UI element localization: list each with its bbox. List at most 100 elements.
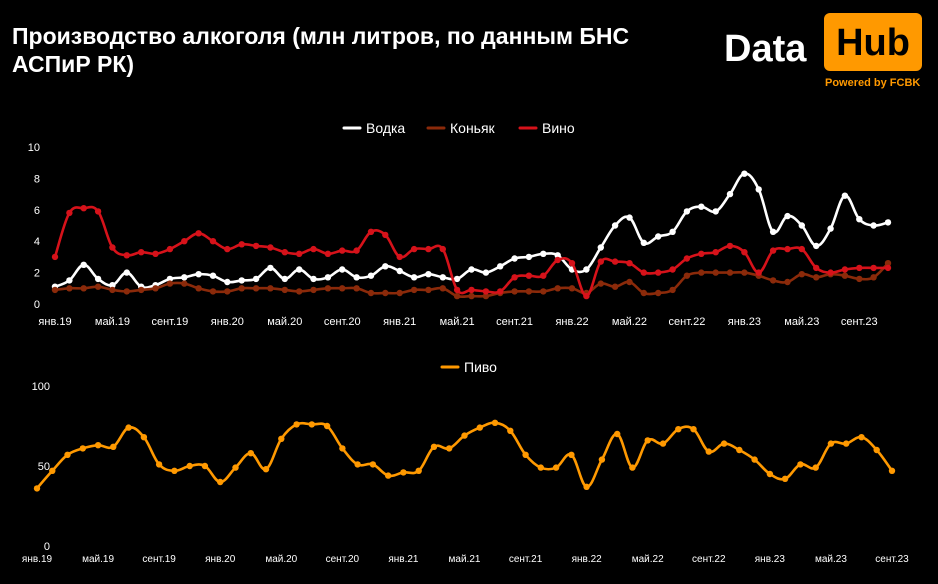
top-series-0-point	[669, 228, 676, 235]
top-series-0-point	[798, 222, 805, 229]
bottom-series-0-point	[262, 466, 270, 473]
top-series-0-point	[166, 275, 174, 283]
top-series-0-point	[655, 233, 662, 240]
top-series-2-point	[281, 249, 288, 256]
top-series-0-point	[755, 186, 762, 193]
top-series-0-point	[66, 277, 73, 284]
bottom-series-0-point	[49, 467, 56, 474]
top-series-0-point	[525, 253, 533, 261]
bottom-x-tick-label: май.22	[632, 554, 664, 565]
top-legend-label-1: Коньяк	[450, 120, 496, 136]
bottom-series-0-point	[629, 464, 636, 471]
top-series-0-point	[439, 274, 446, 281]
top-series-2-point	[296, 250, 303, 257]
bottom-series-0-point	[201, 462, 209, 470]
bottom-series-0-point	[400, 469, 407, 476]
top-series-2-point	[626, 260, 633, 267]
bottom-series-0-point	[94, 442, 102, 449]
top-series-2-point	[540, 272, 547, 279]
top-series-0-point	[296, 266, 303, 273]
bottom-series-0-point	[659, 440, 667, 447]
top-series-2-point	[339, 247, 346, 254]
top-series-0-point	[468, 266, 475, 273]
bottom-series-0-point	[293, 421, 300, 428]
bottom-series-0-point	[308, 421, 315, 428]
top-series-0-point	[252, 275, 260, 283]
top-series-1-point	[611, 283, 619, 290]
top-series-1-point	[80, 285, 87, 292]
top-series-0-point	[339, 266, 346, 273]
top-series-1-point	[698, 269, 705, 276]
top-series-1-point	[195, 285, 202, 292]
top-series-2-point	[166, 245, 174, 253]
top-series-1-point	[51, 286, 59, 294]
bottom-series-0-point	[171, 467, 178, 474]
top-series-0-point	[123, 269, 130, 276]
bottom-series-0-point	[217, 478, 224, 486]
top-series-1-point	[123, 288, 130, 295]
top-series-2-point	[525, 272, 533, 279]
top-series-0-point	[540, 250, 547, 257]
top-series-0-point	[597, 244, 604, 251]
top-series-1-point	[224, 288, 231, 295]
bottom-x-tick-label: май.20	[265, 554, 297, 565]
top-series-2-point	[396, 253, 403, 261]
top-series-0-point	[453, 275, 461, 283]
top-y-tick-label: 2	[34, 268, 40, 280]
bottom-series-0-point	[446, 445, 453, 452]
bottom-series-0-point	[675, 426, 682, 433]
bottom-x-tick-label: май.19	[82, 554, 114, 565]
logo-powered-text: Powered by FCBK	[825, 77, 921, 89]
top-series-2-point	[209, 238, 217, 245]
logo-hub-box: Hub	[824, 13, 922, 71]
top-series-2-point	[468, 286, 475, 294]
top-series-2-point	[798, 245, 805, 253]
top-series-1-point	[741, 269, 748, 276]
top-series-2-point	[784, 245, 791, 253]
top-series-0-point	[410, 274, 418, 281]
bottom-series-0-point	[369, 461, 377, 468]
bottom-series-0-point	[278, 435, 285, 442]
bottom-series-0-point	[110, 443, 117, 450]
bottom-series-0-point	[430, 443, 438, 450]
bottom-series-0-point	[888, 467, 896, 474]
bottom-series-0-point	[507, 427, 514, 434]
top-series-2-point	[353, 247, 360, 254]
top-series-2-point	[497, 288, 504, 295]
top-series-1-point	[525, 288, 533, 295]
bottom-x-tick-label: сент.22	[692, 554, 726, 565]
top-series-1-point	[109, 286, 116, 294]
top-series-1-point	[453, 292, 461, 300]
top-series-0-point	[425, 271, 432, 278]
top-y-tick-label: 0	[34, 299, 40, 311]
bottom-series-0-point	[705, 448, 712, 455]
top-series-2-point	[813, 264, 820, 272]
bottom-series-0-point	[751, 456, 758, 463]
top-series-2-point	[698, 250, 705, 257]
top-series-0-point	[382, 263, 389, 270]
bottom-x-tick-label: янв.22	[572, 554, 603, 565]
top-series-0-point	[511, 255, 518, 262]
top-series-1-point	[856, 275, 863, 283]
top-series-1-point	[66, 285, 73, 292]
top-x-tick-label: янв.22	[555, 316, 588, 328]
top-x-tick-label: янв.19	[38, 316, 71, 328]
bottom-series-0-point	[583, 483, 590, 490]
top-series-1-point	[870, 274, 877, 281]
top-series-0-point	[698, 203, 705, 210]
top-series-0-point	[109, 282, 116, 289]
top-series-1-point	[181, 280, 188, 287]
top-series-2-point	[123, 252, 130, 259]
top-series-2-point	[410, 245, 418, 253]
top-series-2-point	[870, 264, 877, 272]
top-series-1-point	[540, 288, 547, 295]
top-series-0-point	[181, 274, 188, 281]
top-series-2-point	[511, 274, 518, 281]
top-series-2-point	[252, 242, 260, 250]
top-x-tick-label: янв.21	[383, 316, 416, 328]
top-series-2-point	[669, 266, 676, 273]
bottom-legend-label-0: Пиво	[464, 359, 497, 375]
bottom-y-tick-label: 50	[38, 461, 50, 473]
bottom-x-tick-label: сент.23	[875, 554, 909, 565]
